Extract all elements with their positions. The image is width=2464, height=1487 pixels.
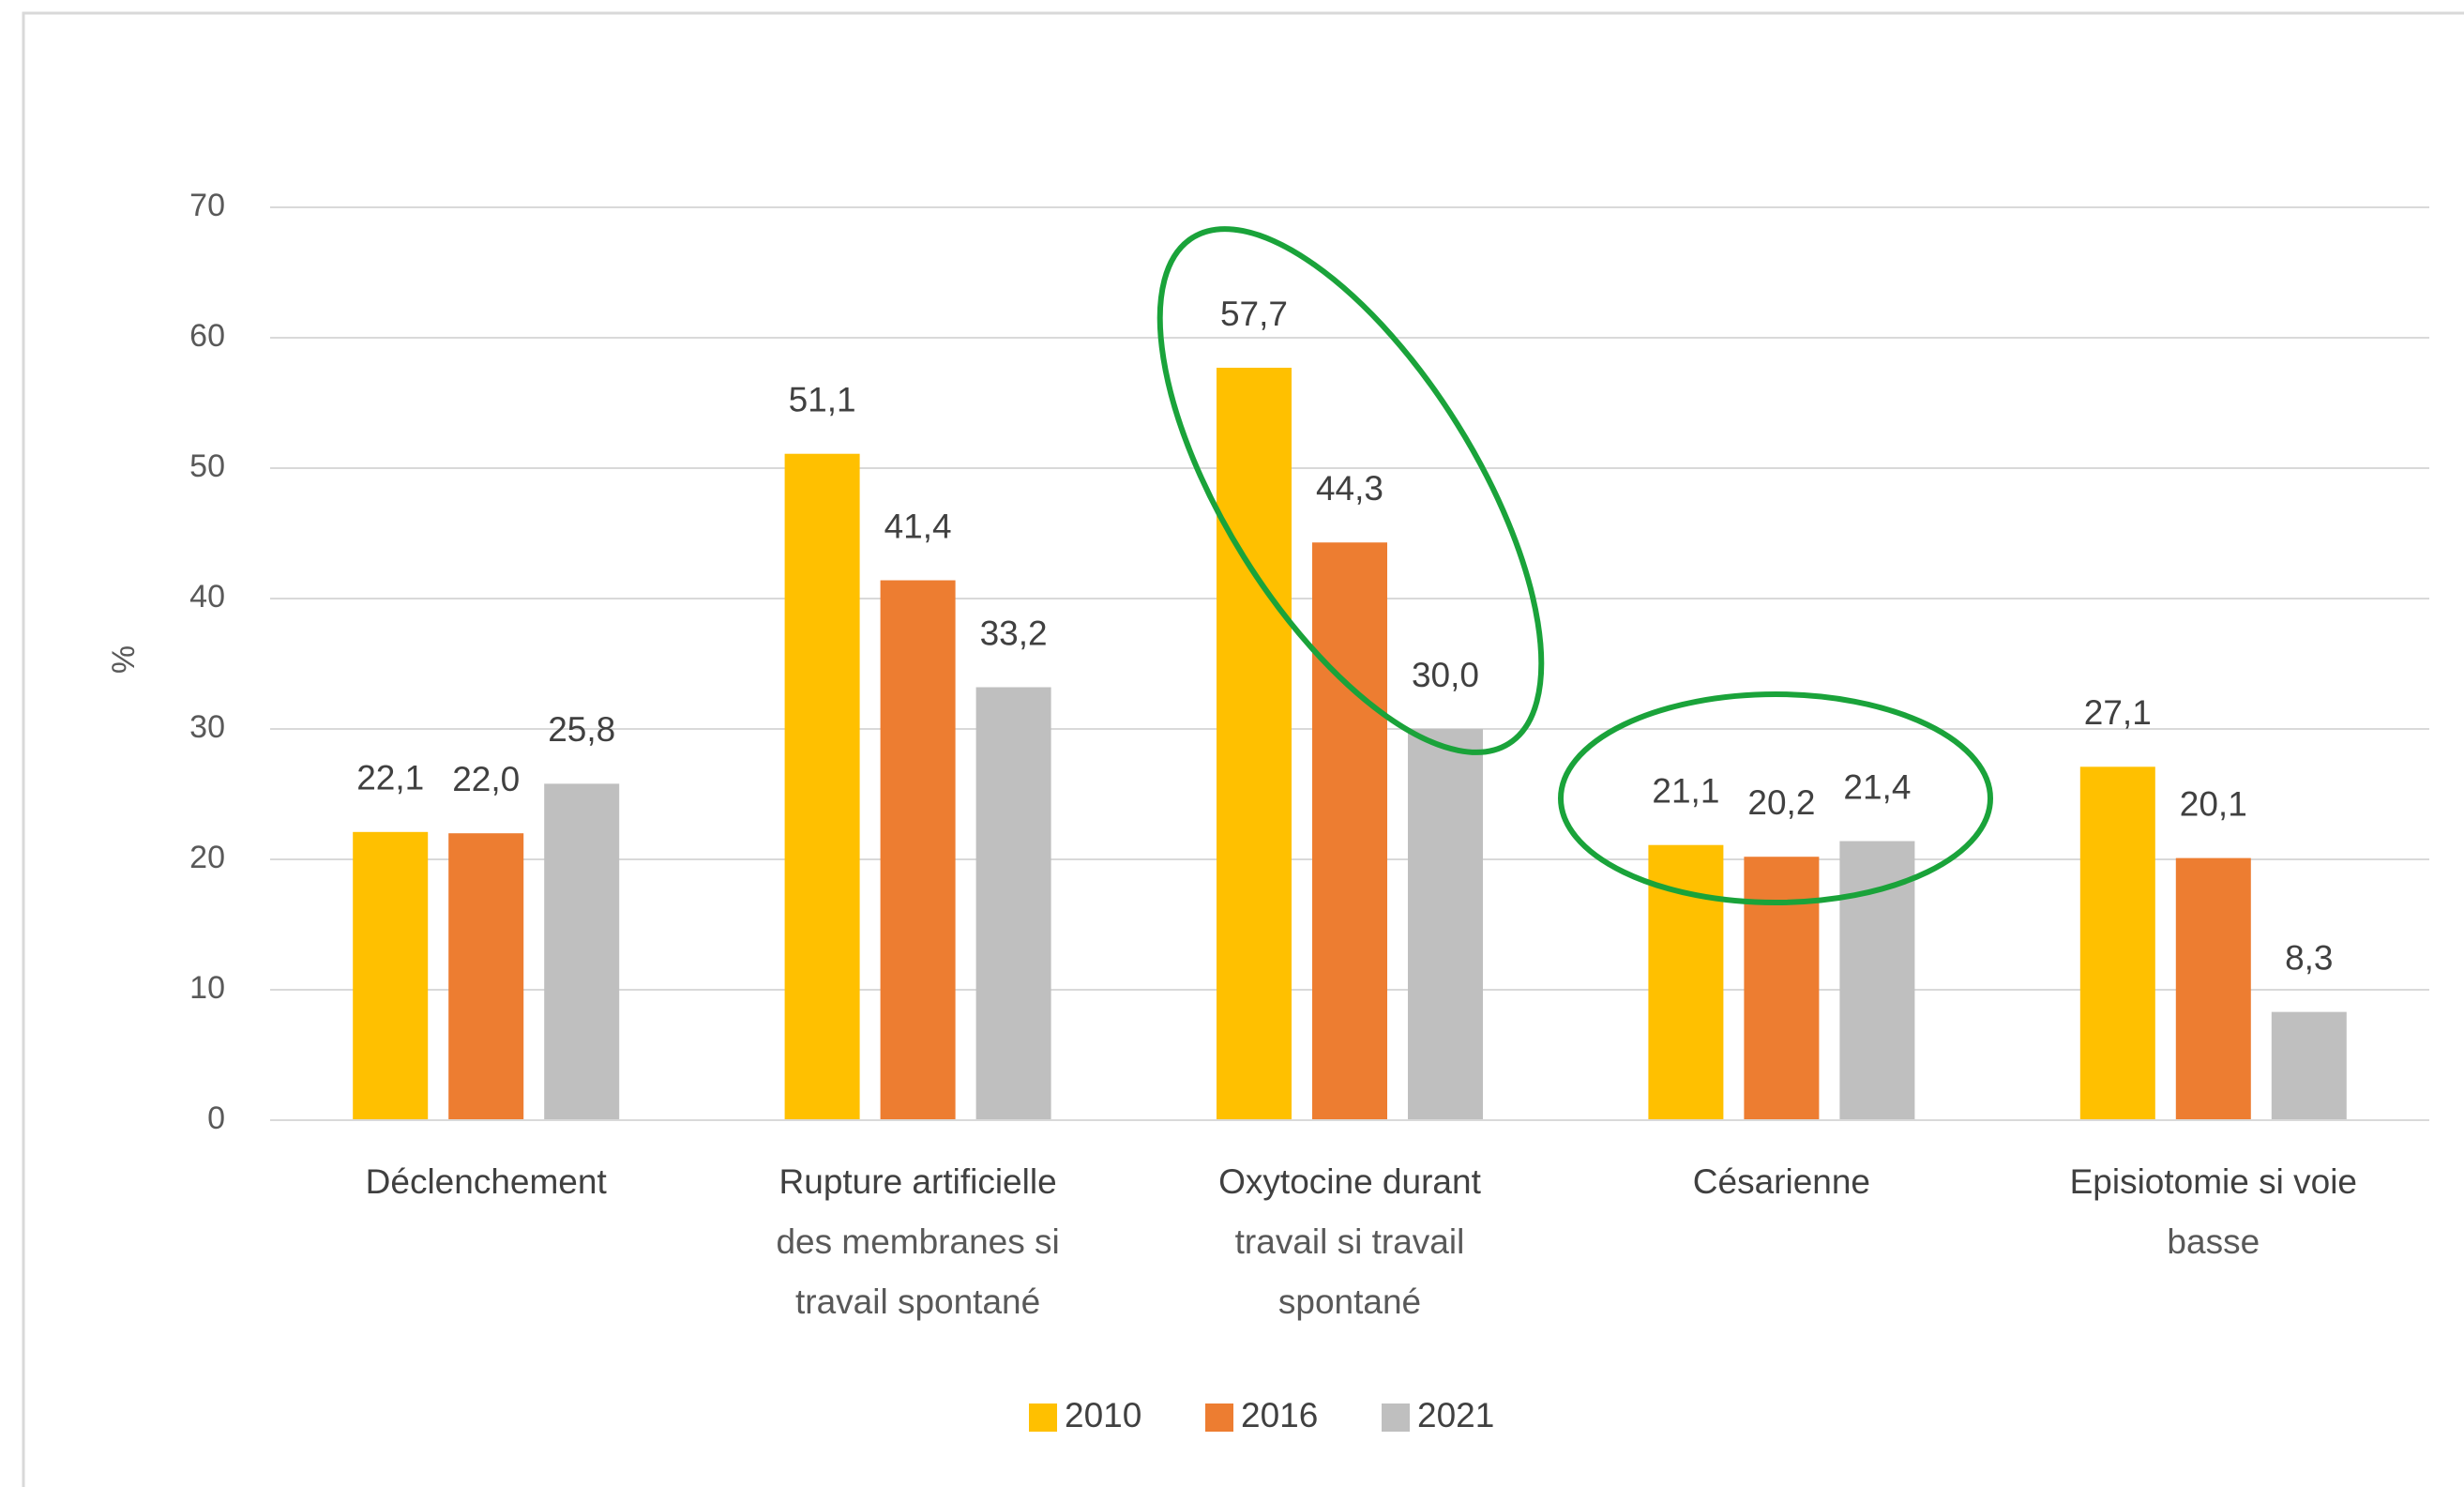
- bar: [1744, 857, 1820, 1120]
- legend-label: 2016: [1241, 1396, 1318, 1434]
- y-axis-label: %: [106, 645, 142, 674]
- bar: [880, 580, 956, 1120]
- data-label: 30,0: [1412, 656, 1479, 694]
- bar: [784, 453, 860, 1121]
- data-label: 21,1: [1652, 771, 1719, 810]
- bar: [2175, 857, 2251, 1120]
- bar: [2079, 766, 2155, 1120]
- data-label: 20,2: [1747, 783, 1815, 822]
- legend-swatch: [1205, 1404, 1233, 1432]
- y-tick-label: 50: [189, 448, 225, 484]
- bar: [1312, 542, 1387, 1120]
- data-label: 25,8: [548, 710, 615, 749]
- data-label: 51,1: [789, 380, 856, 418]
- data-label: 41,4: [884, 507, 952, 545]
- data-label: 8,3: [2285, 938, 2333, 977]
- data-label: 33,2: [980, 614, 1048, 652]
- data-label: 21,4: [1843, 767, 1911, 806]
- y-tick-label: 30: [189, 709, 225, 745]
- data-label: 22,0: [452, 760, 520, 798]
- highlight-ellipse: [1558, 691, 1993, 905]
- x-tick-label: Episiotomie si voie basse: [2070, 1162, 2357, 1261]
- data-label: 44,3: [1316, 469, 1383, 508]
- data-label: 27,1: [2084, 693, 2152, 732]
- y-tick-label: 60: [189, 318, 225, 354]
- legend-swatch: [1029, 1404, 1057, 1432]
- chart-frame: [22, 11, 2464, 1487]
- bar: [353, 831, 429, 1120]
- data-label: 22,1: [356, 759, 424, 797]
- x-tick-label: Rupture artificielle des membranes si trav…: [776, 1162, 1059, 1321]
- y-tick-label: 40: [189, 579, 225, 615]
- x-tick-label: Déclenchement: [366, 1162, 608, 1201]
- x-tick-label: Oxytocine durant travail si travail sponta…: [1218, 1162, 1481, 1321]
- y-tick-label: 0: [207, 1100, 225, 1136]
- legend-label: 2021: [1417, 1396, 1494, 1434]
- bar: [544, 783, 620, 1120]
- plot-area: 0 10 20 30 40 50 60 70 Déclenchement 22,1 22,0 25,8…: [189, 188, 2429, 1434]
- bar: [2271, 1011, 2347, 1120]
- y-tick-label: 10: [189, 970, 225, 1006]
- legend-label: 2010: [1065, 1396, 1141, 1434]
- highlight-ellipse: [1156, 226, 1545, 755]
- data-label: 57,7: [1220, 295, 1288, 333]
- legend-swatch: [1382, 1404, 1410, 1432]
- x-tick-label: Césarienne: [1693, 1162, 1870, 1201]
- bar: [975, 687, 1051, 1120]
- y-tick-label: 70: [189, 188, 225, 223]
- data-label: 20,1: [2180, 784, 2247, 823]
- bar: [1217, 367, 1292, 1121]
- bar: [448, 833, 524, 1120]
- y-tick-label: 20: [189, 840, 225, 875]
- bar: [1408, 729, 1483, 1120]
